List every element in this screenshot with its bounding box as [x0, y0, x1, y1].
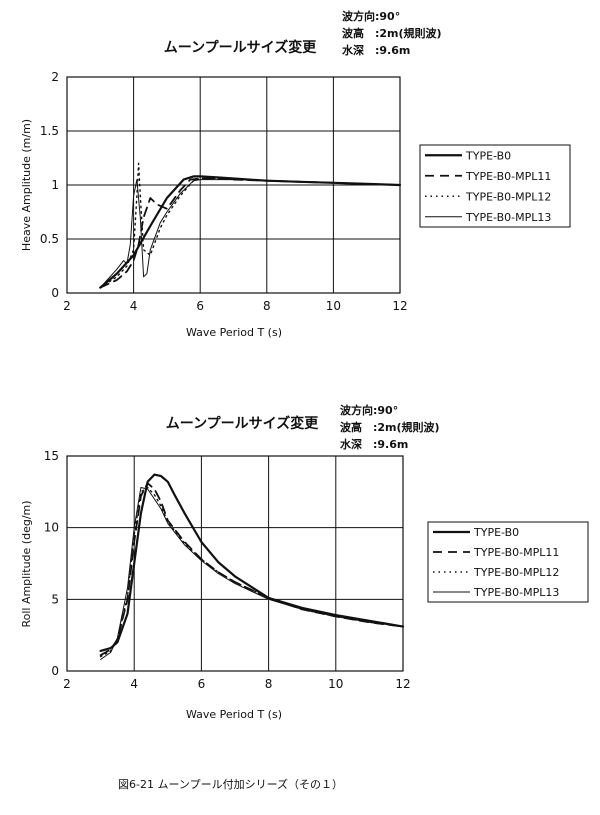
- y-tick-label: 0: [51, 286, 59, 300]
- x-tick-label: 8: [263, 299, 271, 313]
- y-tick-label: 0: [51, 664, 59, 678]
- plot-frame: [66, 455, 404, 672]
- heave-plot-area: 2 4 6 8 10 12 0 0.5 1 1.5 2: [40, 70, 408, 313]
- legend-box: [419, 144, 571, 228]
- x-tick-label: 10: [328, 677, 343, 691]
- y-tick-label: 15: [44, 449, 59, 463]
- legend-label: TYPE-B0-MPL11: [473, 546, 559, 559]
- condition-line: 水深 :9.6m: [340, 437, 408, 451]
- x-tick-label: 8: [265, 677, 273, 691]
- roll-legend: TYPE-B0 TYPE-B0-MPL11 TYPE-B0-MPL12 TYPE-B0…: [427, 521, 589, 603]
- condition-line: 波高 :2m(規則波): [342, 26, 442, 40]
- x-tick-label: 12: [392, 299, 407, 313]
- x-tick-label: 2: [63, 299, 71, 313]
- roll-plot-area: 2 4 6 8 10 12 0 5 10 15: [44, 449, 411, 691]
- x-tick-label: 12: [395, 677, 410, 691]
- legend-label: TYPE-B0: [473, 526, 519, 539]
- roll-chart: ムーンプールサイズ変更 波方向:90° 波高 :2m(規則波) 水深 :9.6m…: [20, 403, 589, 721]
- series-line: [100, 487, 404, 660]
- x-tick-label: 2: [63, 677, 71, 691]
- x-tick-label: 4: [130, 677, 138, 691]
- x-tick-label: 6: [198, 677, 206, 691]
- series-line: [99, 175, 402, 289]
- y-axis-label: Heave Amplitude (m/m): [20, 119, 33, 251]
- x-tick-label: 10: [326, 299, 341, 313]
- figure-caption: 図6-21 ムーンプール付加シリーズ（その１）: [118, 777, 343, 791]
- legend-label: TYPE-B0-MPL12: [473, 566, 559, 579]
- condition-line: 水深 :9.6m: [342, 43, 410, 57]
- x-tick-label: 6: [196, 299, 204, 313]
- series-line: [99, 482, 404, 657]
- y-tick-label: 10: [44, 521, 59, 535]
- x-tick-label: 4: [130, 299, 138, 313]
- legend-box: [427, 521, 589, 603]
- y-axis-label: Roll Amplitude (deg/m): [20, 500, 33, 627]
- condition-line: 波方向:90°: [342, 9, 400, 23]
- heave-legend: TYPE-B0 TYPE-B0-MPL11 TYPE-B0-MPL12 TYPE-B0…: [419, 144, 571, 228]
- legend-label: TYPE-B0-MPL11: [465, 170, 551, 183]
- legend-label: TYPE-B0-MPL12: [465, 190, 551, 203]
- y-tick-label: 0.5: [40, 232, 59, 246]
- y-tick-label: 1.5: [40, 124, 59, 138]
- legend-label: TYPE-B0-MPL13: [465, 211, 551, 224]
- series-line: [99, 162, 401, 289]
- heave-chart: ムーンプールサイズ変更 波方向:90° 波高 :2m(規則波) 水深 :9.6m…: [20, 9, 571, 339]
- y-tick-label: 2: [51, 70, 59, 84]
- x-axis-label: Wave Period T (s): [186, 326, 282, 339]
- y-tick-label: 5: [51, 592, 59, 606]
- series-line: [99, 179, 401, 289]
- series-line: [99, 486, 404, 658]
- condition-line: 波方向:90°: [340, 403, 398, 417]
- y-tick-label: 1: [51, 178, 59, 192]
- legend-label: TYPE-B0-MPL13: [473, 586, 559, 599]
- series-line: [99, 473, 405, 653]
- legend-label: TYPE-B0: [465, 149, 511, 162]
- chart-title: ムーンプールサイズ変更: [166, 415, 319, 432]
- condition-line: 波高 :2m(規則波): [340, 420, 440, 434]
- chart-title: ムーンプールサイズ変更: [164, 39, 317, 56]
- x-axis-label: Wave Period T (s): [186, 708, 282, 721]
